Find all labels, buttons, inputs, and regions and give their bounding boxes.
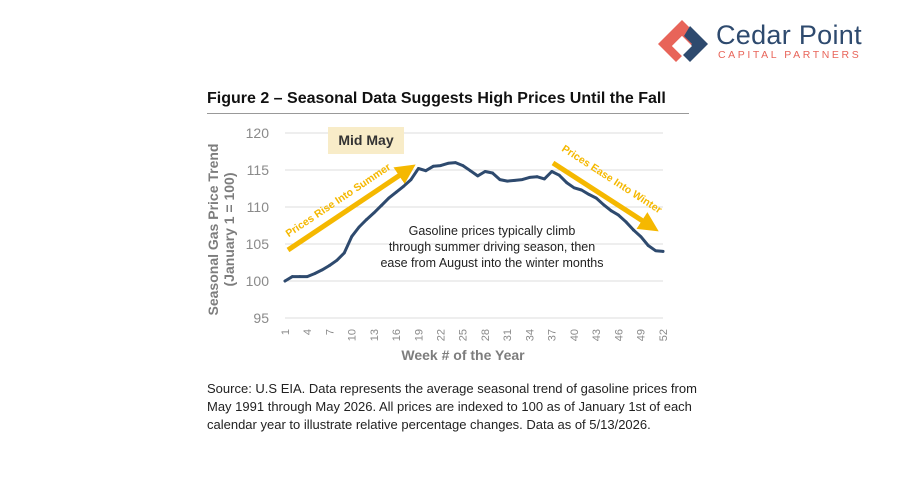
data-point	[439, 164, 443, 167]
data-point	[520, 178, 524, 182]
data-point	[328, 264, 331, 267]
data-point	[557, 173, 561, 177]
y-axis-title: Seasonal Gas Price Trend	[205, 144, 221, 316]
y-tick-label: 105	[246, 236, 270, 252]
x-tick-label: 4	[302, 329, 314, 335]
description-line: Gasoline prices typically climb	[409, 224, 576, 238]
data-point	[291, 275, 294, 278]
data-point	[461, 164, 465, 167]
data-point	[305, 275, 309, 278]
mid-may-callout-box	[328, 127, 404, 154]
y-axis-subtitle: (January 1 = 100)	[221, 172, 237, 286]
data-point	[342, 251, 346, 255]
data-point	[313, 272, 317, 275]
x-tick-label: 25	[458, 329, 470, 341]
data-point	[387, 196, 391, 200]
x-tick-label: 19	[413, 329, 425, 341]
data-point	[528, 176, 531, 179]
x-tick-label: 46	[613, 329, 625, 341]
data-point	[609, 209, 613, 213]
x-tick-label: 34	[524, 329, 536, 341]
rise-arrow-icon	[286, 164, 416, 253]
data-point	[602, 203, 606, 207]
data-point	[365, 218, 368, 221]
data-point	[431, 164, 435, 168]
x-tick-label: 37	[547, 329, 559, 341]
company-logo: Cedar Point CAPITAL PARTNERS	[656, 18, 876, 64]
source-note: Source: U.S EIA. Data represents the ave…	[207, 381, 697, 432]
data-point	[661, 250, 665, 253]
data-point	[350, 235, 354, 238]
data-point	[468, 169, 472, 173]
data-point	[565, 181, 569, 184]
rise-arrow-label: Prices Rise Into Summer	[284, 161, 393, 240]
x-tick-label: 10	[347, 329, 359, 341]
data-point	[417, 167, 420, 170]
x-tick-label: 7	[324, 329, 336, 335]
ease-arrow-icon	[551, 160, 659, 232]
y-tick-label: 120	[246, 125, 270, 141]
x-tick-label: 31	[502, 329, 514, 341]
data-point	[535, 175, 539, 179]
x-tick-label: 16	[391, 329, 403, 341]
data-point	[357, 225, 361, 229]
description-line: through summer driving season, then	[389, 240, 595, 254]
x-tick-label: 40	[569, 329, 581, 341]
data-point	[298, 275, 302, 278]
series-line	[283, 161, 665, 283]
logo-wordmark: Cedar Point	[716, 20, 862, 50]
y-tick-label: 95	[253, 310, 269, 326]
data-point	[320, 268, 324, 272]
x-tick-label: 1	[280, 329, 292, 335]
y-tick-label: 110	[247, 199, 270, 215]
data-point	[476, 174, 480, 178]
data-point	[513, 178, 517, 182]
y-tick-label: 100	[246, 273, 270, 289]
data-point	[402, 184, 405, 188]
data-point	[283, 279, 287, 283]
x-tick-label: 43	[591, 329, 603, 341]
data-point	[394, 190, 398, 194]
data-point	[379, 204, 383, 207]
data-point	[624, 220, 628, 224]
x-tick-label: 49	[636, 329, 648, 341]
title-divider	[207, 113, 689, 114]
description-line: ease from August into the winter months	[380, 256, 603, 270]
figure-title: Figure 2 – Seasonal Data Suggests High P…	[207, 90, 666, 107]
y-tick-label: 115	[247, 162, 270, 178]
data-point	[580, 188, 583, 192]
data-point	[631, 228, 635, 232]
data-point	[654, 249, 657, 253]
data-point	[446, 161, 450, 165]
cedar-point-logo-icon	[658, 20, 708, 62]
x-tick-label: 52	[658, 329, 670, 341]
x-axis-title: Week # of the Year	[401, 347, 525, 363]
data-point	[491, 171, 494, 175]
data-point	[454, 161, 457, 164]
mid-may-callout-label: Mid May	[338, 132, 393, 148]
data-point	[335, 258, 339, 262]
data-point	[424, 169, 428, 173]
x-tick-label: 13	[369, 329, 381, 341]
data-point	[483, 170, 487, 173]
data-point	[372, 211, 376, 215]
logo-tagline: CAPITAL PARTNERS	[718, 49, 862, 61]
x-tick-label: 22	[435, 329, 447, 341]
data-point	[594, 196, 598, 200]
data-point	[550, 170, 554, 173]
data-point	[409, 178, 413, 182]
seasonal-gas-chart: 95 100 105 110 115 120 1 4 7 10 13 16 19 22 25 28 31 34 3…	[205, 125, 670, 363]
data-point	[543, 177, 546, 181]
data-point	[617, 213, 620, 217]
data-point	[639, 235, 643, 238]
x-tick-label: 28	[480, 329, 492, 341]
data-point	[587, 193, 591, 196]
data-point	[572, 186, 576, 190]
data-point	[646, 244, 650, 247]
data-point	[498, 178, 502, 182]
data-point	[505, 179, 509, 183]
